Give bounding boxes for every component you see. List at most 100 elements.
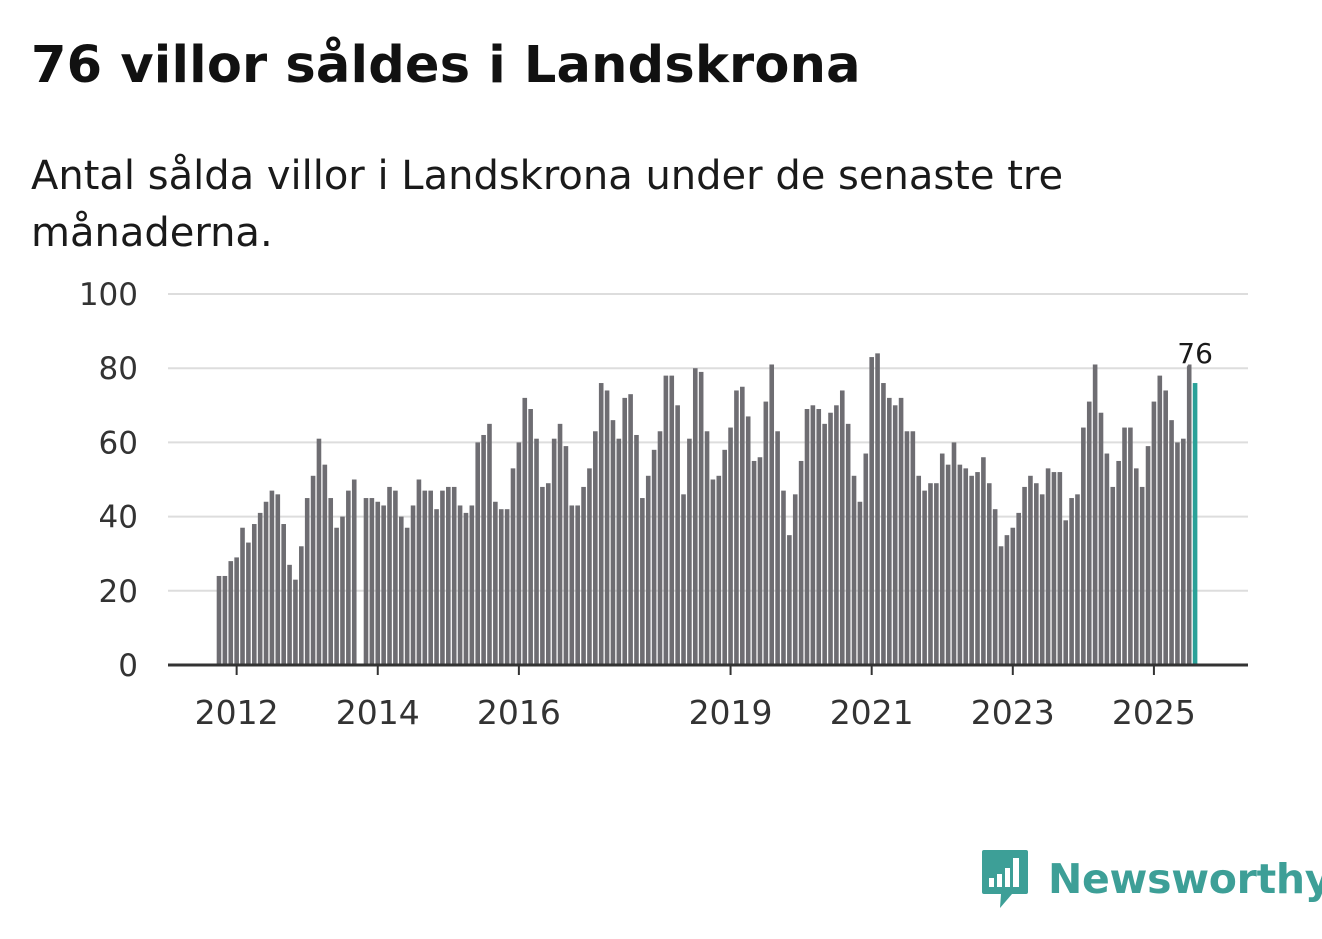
bar bbox=[1004, 535, 1010, 665]
bar bbox=[1110, 486, 1116, 665]
bar bbox=[381, 505, 386, 665]
bar bbox=[1181, 438, 1186, 665]
bar bbox=[816, 409, 822, 665]
bar bbox=[1128, 427, 1133, 665]
bar bbox=[1016, 512, 1021, 665]
bar bbox=[557, 423, 563, 665]
bar bbox=[1022, 486, 1027, 665]
bar bbox=[228, 561, 234, 665]
bar bbox=[616, 438, 622, 665]
bar bbox=[457, 505, 463, 665]
bar bbox=[569, 505, 575, 665]
bar bbox=[363, 498, 369, 665]
bars bbox=[216, 353, 1198, 665]
bar bbox=[304, 498, 310, 665]
bar bbox=[469, 505, 475, 665]
bar bbox=[910, 431, 916, 665]
bar bbox=[287, 564, 292, 665]
bar bbox=[334, 527, 339, 665]
chart-subtitle: Antal sålda villor i Landskrona under de… bbox=[31, 153, 1064, 256]
bar bbox=[898, 397, 904, 665]
bar bbox=[451, 486, 457, 665]
bar bbox=[716, 475, 722, 665]
bar bbox=[822, 423, 827, 665]
bar bbox=[969, 475, 974, 665]
bar bbox=[487, 423, 492, 665]
bar bbox=[216, 575, 222, 665]
bar bbox=[728, 427, 733, 665]
highlight-data-label: 76 bbox=[1177, 337, 1213, 370]
bar bbox=[251, 524, 257, 665]
bar bbox=[975, 472, 980, 665]
bar bbox=[328, 498, 334, 665]
bar bbox=[675, 405, 680, 665]
bar bbox=[834, 405, 839, 665]
bar bbox=[310, 475, 316, 665]
bar bbox=[346, 490, 351, 665]
x-tick-label: 2016 bbox=[477, 693, 561, 732]
bar bbox=[787, 535, 792, 665]
bar bbox=[387, 486, 392, 665]
bar bbox=[1045, 468, 1051, 665]
bar bbox=[516, 442, 522, 665]
bar bbox=[1075, 494, 1080, 665]
bar bbox=[545, 483, 551, 665]
bar bbox=[740, 386, 745, 665]
bar bbox=[828, 412, 833, 665]
bar bbox=[393, 490, 398, 665]
y-tick-label: 0 bbox=[118, 648, 138, 684]
bar bbox=[669, 375, 675, 665]
x-tick-label: 2025 bbox=[1112, 693, 1196, 732]
bar bbox=[1169, 420, 1174, 665]
y-tick-label: 20 bbox=[99, 574, 138, 610]
x-tick-label: 2023 bbox=[971, 693, 1055, 732]
bar bbox=[681, 494, 686, 665]
bar bbox=[651, 449, 657, 665]
bar bbox=[981, 457, 986, 665]
x-tick-label: 2019 bbox=[689, 693, 773, 732]
bar bbox=[1034, 483, 1039, 665]
x-tick-label: 2014 bbox=[336, 693, 420, 732]
bar bbox=[475, 442, 481, 665]
bar bbox=[622, 397, 628, 665]
bar bbox=[734, 390, 739, 665]
bar bbox=[745, 416, 751, 665]
bar bbox=[551, 438, 557, 665]
newsworthy-logo-icon bbox=[982, 850, 1028, 908]
bar bbox=[493, 501, 498, 665]
bar bbox=[992, 509, 998, 665]
bar bbox=[934, 483, 939, 665]
bar bbox=[1186, 364, 1192, 665]
bar bbox=[1069, 498, 1074, 665]
x-tick-label: 2021 bbox=[830, 693, 914, 732]
bar bbox=[922, 490, 927, 665]
bar bbox=[781, 490, 786, 665]
bar bbox=[522, 397, 528, 665]
bar bbox=[792, 494, 798, 665]
bar bbox=[593, 431, 598, 665]
bar bbox=[1081, 427, 1086, 665]
bar bbox=[587, 468, 592, 665]
bar bbox=[293, 579, 298, 665]
bar bbox=[504, 509, 510, 665]
bar bbox=[263, 501, 269, 665]
bar bbox=[1057, 472, 1063, 665]
bar bbox=[904, 431, 910, 665]
bar bbox=[610, 420, 616, 665]
bar bbox=[628, 394, 633, 665]
bar bbox=[692, 368, 698, 665]
bar bbox=[1104, 453, 1110, 665]
bar bbox=[240, 527, 245, 665]
bar bbox=[281, 524, 286, 665]
bar bbox=[757, 457, 763, 665]
data-label-group: 76 bbox=[1174, 334, 1216, 373]
bar bbox=[299, 546, 304, 665]
bar bbox=[939, 453, 945, 665]
bar bbox=[869, 357, 874, 665]
bar bbox=[945, 464, 951, 665]
bar bbox=[963, 468, 969, 665]
bar bbox=[1122, 427, 1127, 665]
bar bbox=[881, 383, 886, 665]
bar bbox=[428, 490, 433, 665]
bar bbox=[1063, 520, 1069, 665]
